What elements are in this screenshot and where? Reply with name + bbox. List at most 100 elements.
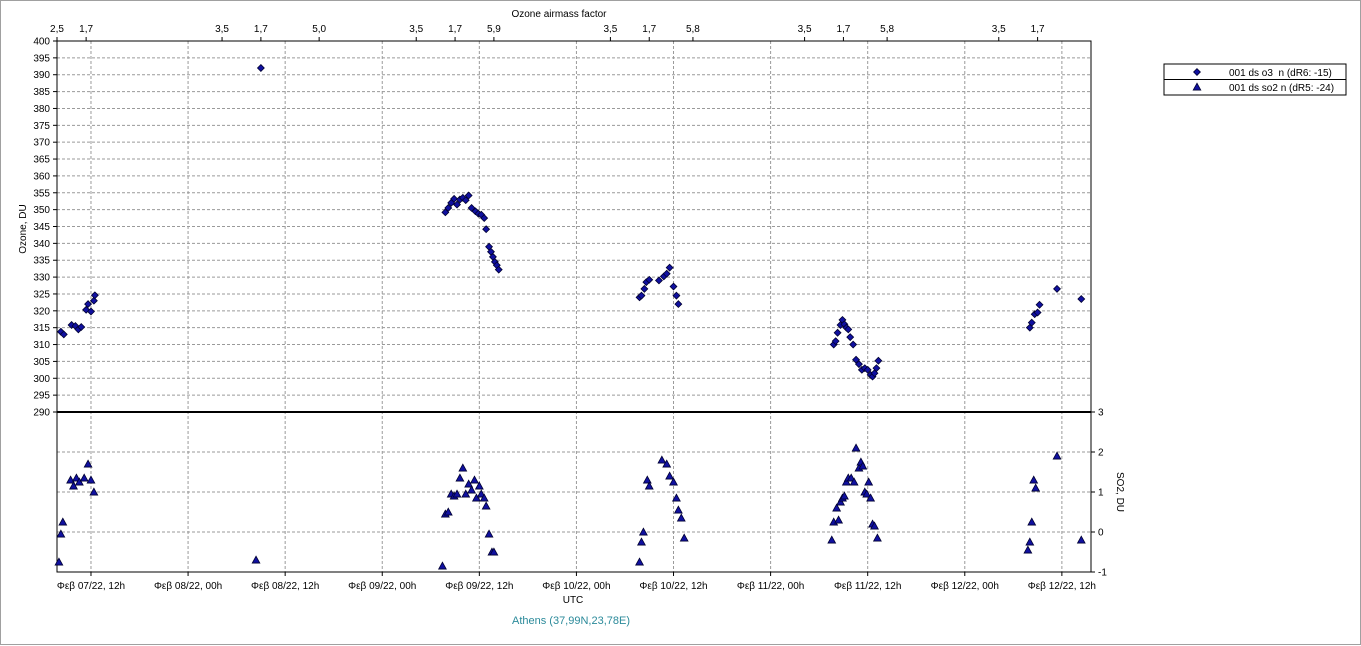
top-tick-label: 5,8	[880, 24, 894, 35]
ozone-point	[674, 300, 683, 309]
ozone-point	[1077, 295, 1086, 303]
ozone-point	[89, 296, 98, 305]
so2-point	[452, 489, 462, 498]
ozone-tick-label: 380	[33, 104, 50, 115]
so2-point	[839, 491, 849, 500]
ozone-point	[662, 269, 671, 278]
top-tick-label: 1,7	[1031, 24, 1045, 35]
top-tick-label: 1,7	[642, 24, 656, 35]
so2-point	[864, 477, 874, 486]
x-tick-label: Φεβ 11/22, 12h	[834, 581, 902, 592]
top-tick-label: 3,5	[215, 24, 229, 35]
so2-point	[638, 527, 648, 536]
so2-point	[836, 497, 845, 506]
so2-point	[635, 557, 645, 566]
ozone-tick-label: 290	[33, 408, 50, 419]
so2-point	[489, 547, 499, 556]
so2-point	[832, 503, 842, 512]
top-tick-label: 1,7	[448, 24, 462, 35]
so2-point	[79, 473, 89, 482]
so2-point	[671, 493, 681, 502]
so2-point	[464, 479, 474, 488]
ozone-tick-label: 365	[33, 155, 50, 166]
ozone-point	[665, 263, 674, 272]
so2-point	[86, 475, 96, 484]
so2-point	[474, 481, 484, 490]
ozone-point	[77, 323, 86, 331]
ozone-tick-label: 315	[33, 323, 50, 334]
so2-point	[69, 481, 78, 490]
so2-point	[642, 475, 652, 484]
so2-point	[862, 489, 872, 498]
ozone-tick-label: 355	[33, 188, 50, 199]
so2-point	[870, 521, 879, 530]
x-tick-label: Φεβ 08/22, 12h	[251, 581, 319, 592]
x-tick-label: Φεβ 09/22, 12h	[445, 581, 513, 592]
top-tick-label: 2,5	[50, 24, 64, 35]
so2-point	[1031, 483, 1041, 492]
so2-point	[662, 459, 672, 468]
so2-tick-label: 1	[1098, 488, 1104, 499]
ozone-tick-label: 375	[33, 121, 50, 132]
so2-point	[1027, 517, 1037, 526]
so2-point	[679, 533, 689, 542]
so2-point	[1052, 451, 1062, 460]
legend-so2-label: 001 ds so2 n (dR5: -24)	[1229, 83, 1334, 94]
so2-point	[481, 501, 491, 510]
ozone-point	[637, 291, 646, 300]
ozone-tick-label: 325	[33, 289, 50, 300]
ozone-tick-label: 300	[33, 374, 50, 385]
top-tick-label: 3,5	[798, 24, 812, 35]
top-tick-label: 3,5	[409, 24, 423, 35]
so2-point	[484, 529, 494, 538]
so2-point	[849, 477, 859, 486]
ozone-point	[645, 275, 654, 284]
legend: 001 ds o3 n (dR6: -15) 001 ds so2 n (dR5…	[1163, 63, 1347, 96]
ozone-point	[874, 356, 883, 365]
ozone-tick-label: 395	[33, 53, 50, 64]
so2-point	[673, 505, 683, 514]
so2-point	[665, 471, 675, 480]
ozone-tick-label: 350	[33, 205, 50, 216]
ozone-point	[854, 360, 863, 369]
so2-point	[461, 489, 471, 498]
top-axis-label: Ozone airmass factor	[511, 9, 607, 20]
so2-point	[471, 493, 481, 502]
so2-point	[83, 459, 93, 468]
ozone-tick-label: 385	[33, 87, 50, 98]
so2-point	[251, 555, 261, 564]
so2-tick-label: 0	[1098, 528, 1104, 539]
ozone-point	[494, 265, 503, 274]
ozone-point	[1053, 284, 1061, 293]
so2-point	[458, 463, 468, 472]
ozone-point	[444, 203, 453, 212]
top-tick-label: 1,7	[836, 24, 850, 35]
ozone-point	[1025, 323, 1034, 332]
top-tick-label: 5,0	[312, 24, 326, 35]
ozone-point	[669, 282, 678, 291]
location-label: Athens (37,99N,23,78E)	[512, 615, 630, 627]
so2-point	[858, 461, 868, 470]
so2-point	[1029, 475, 1039, 484]
so2-axis-label: SO2, DU	[1114, 472, 1125, 512]
ozone-point	[464, 191, 473, 200]
ozone-tick-label: 310	[33, 340, 50, 351]
x-tick-label: Φεβ 10/22, 00h	[542, 581, 610, 592]
so2-point	[827, 535, 837, 544]
ozone-tick-label: 390	[33, 70, 50, 81]
so2-point	[56, 529, 66, 538]
so2-point	[841, 477, 851, 486]
ozone-point	[672, 291, 681, 300]
x-tick-label: Φεβ 09/22, 00h	[348, 581, 416, 592]
ozone-point	[844, 325, 853, 334]
ozone-point	[59, 330, 68, 339]
so2-point	[872, 533, 882, 542]
so2-point	[669, 477, 678, 486]
grid-lines	[57, 41, 1091, 572]
ozone-point	[863, 365, 872, 374]
so2-point	[470, 475, 479, 484]
ozone-tick-label: 295	[33, 391, 50, 402]
ozone-point	[831, 337, 840, 346]
ozone-point	[461, 196, 470, 205]
so2-point	[467, 485, 477, 494]
